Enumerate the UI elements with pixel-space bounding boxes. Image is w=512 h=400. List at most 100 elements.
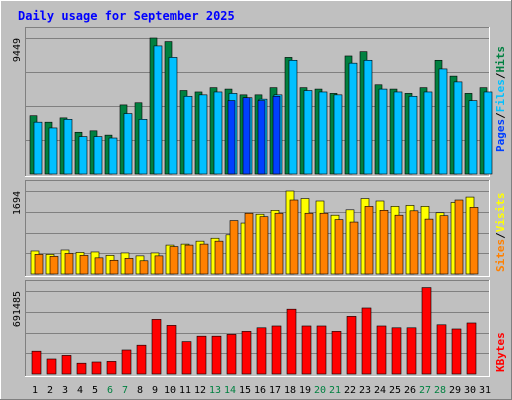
bar-kbytes-day-16	[256, 327, 267, 375]
bar-files-day-22	[348, 62, 358, 175]
legend-kbytes: KBytes	[494, 332, 507, 372]
y-tick-label: 1694	[12, 191, 23, 215]
legend-pages: Pages	[494, 119, 507, 152]
legend-panel-2: Sites/Visits	[494, 193, 507, 273]
bar-files-day-11	[183, 95, 193, 175]
bar-files-day-23	[363, 59, 373, 175]
bar-kbytes-day-15	[241, 331, 252, 375]
bar-kbytes-day-25	[391, 327, 402, 375]
legend-separator: /	[494, 232, 507, 239]
bar-sites-day-16	[259, 216, 269, 275]
x-tick-label-day-23: 23	[359, 385, 371, 396]
bar-files-day-2	[48, 127, 58, 175]
series-kbytes	[31, 287, 477, 375]
bar-sites-day-8	[139, 260, 149, 275]
x-tick-label-day-27: 27	[419, 385, 431, 396]
bar-kbytes-day-26	[406, 327, 417, 375]
bar-kbytes-day-19	[301, 325, 312, 375]
bar-files-day-27	[423, 91, 433, 175]
bar-sites-day-5	[94, 257, 104, 275]
series-pages	[227, 95, 281, 175]
bar-kbytes-day-21	[331, 331, 342, 375]
bar-sites-day-29	[454, 199, 464, 275]
bar-files-day-31	[483, 91, 493, 175]
bar-sites-day-14	[229, 220, 239, 275]
bar-files-day-6	[108, 137, 118, 175]
bar-sites-day-4	[79, 255, 89, 275]
x-tick-label-day-7: 7	[122, 385, 128, 396]
x-tick-label-day-11: 11	[179, 385, 191, 396]
bar-files-day-5	[93, 136, 103, 175]
x-tick-label-day-26: 26	[404, 385, 416, 396]
panel-2: 1694 Sites/Visits	[12, 180, 507, 277]
bar-kbytes-day-10	[166, 325, 177, 375]
bar-files-day-30	[468, 100, 478, 175]
bar-kbytes-day-3	[61, 355, 72, 375]
bar-files-day-18	[288, 59, 298, 175]
bar-files-day-3	[63, 119, 73, 175]
bar-sites-day-11	[184, 244, 194, 275]
x-tick-label-day-4: 4	[77, 385, 83, 396]
x-tick-label-day-25: 25	[389, 385, 401, 396]
x-tick-label-day-31: 31	[479, 385, 491, 396]
bar-sites-day-21	[334, 219, 344, 275]
x-tick-label-day-16: 16	[254, 385, 266, 396]
bar-sites-day-13	[214, 240, 224, 275]
bar-sites-day-25	[394, 214, 404, 275]
legend-separator: /	[494, 72, 507, 79]
bar-pages-day-16	[257, 100, 266, 175]
bar-kbytes-day-18	[286, 308, 297, 375]
bar-sites-day-7	[124, 258, 134, 275]
bar-sites-day-22	[349, 221, 359, 275]
bar-kbytes-day-2	[46, 358, 57, 375]
bar-kbytes-day-5	[91, 361, 102, 375]
panel-3: 691485 KBytes	[12, 280, 507, 377]
bar-sites-day-3	[64, 253, 74, 275]
bar-kbytes-day-11	[181, 341, 192, 375]
bar-sites-day-28	[439, 215, 449, 275]
bar-pages-day-15	[242, 97, 251, 175]
x-tick-label-day-20: 20	[314, 385, 326, 396]
bar-kbytes-day-1	[31, 350, 42, 375]
bar-sites-day-26	[409, 210, 419, 275]
bar-files-day-9	[153, 45, 163, 175]
legend-sites: Sites	[494, 239, 507, 272]
bar-files-day-26	[408, 95, 418, 175]
x-tick-label-day-6: 6	[107, 385, 113, 396]
bar-files-day-1	[33, 121, 43, 175]
bar-kbytes-day-17	[271, 325, 282, 375]
y-tick-label: 691485	[12, 291, 23, 327]
bar-kbytes-day-12	[196, 335, 207, 375]
bar-sites-day-20	[319, 212, 329, 275]
series-sites	[34, 199, 479, 275]
legend-panel-3: KBytes	[494, 332, 507, 372]
bar-files-day-13	[213, 91, 223, 175]
bar-sites-day-6	[109, 259, 119, 275]
bar-files-day-10	[168, 57, 178, 175]
bar-pages-day-17	[272, 95, 281, 175]
bar-kbytes-day-9	[151, 319, 162, 375]
x-tick-label-day-9: 9	[152, 385, 158, 396]
x-tick-label-day-1: 1	[32, 385, 38, 396]
x-tick-label-day-5: 5	[92, 385, 98, 396]
bar-sites-day-9	[154, 255, 164, 275]
bar-files-day-29	[453, 81, 463, 175]
bar-sites-day-15	[244, 212, 254, 275]
legend-hits: Hits	[494, 46, 507, 73]
bar-kbytes-day-13	[211, 335, 222, 375]
bar-kbytes-day-4	[76, 362, 87, 375]
bar-sites-day-27	[424, 218, 434, 275]
x-tick-label-day-28: 28	[434, 385, 446, 396]
x-tick-label-day-18: 18	[284, 385, 296, 396]
bar-sites-day-19	[304, 212, 314, 275]
bar-kbytes-day-27	[421, 287, 432, 375]
legend-files: Files	[494, 79, 507, 112]
bar-sites-day-12	[199, 243, 209, 275]
bar-pages-day-14	[227, 100, 236, 175]
x-tick-label-day-21: 21	[329, 385, 341, 396]
bar-files-day-19	[303, 90, 313, 175]
bar-sites-day-30	[469, 207, 479, 275]
bar-sites-day-1	[34, 254, 44, 275]
bar-kbytes-day-6	[106, 361, 117, 375]
